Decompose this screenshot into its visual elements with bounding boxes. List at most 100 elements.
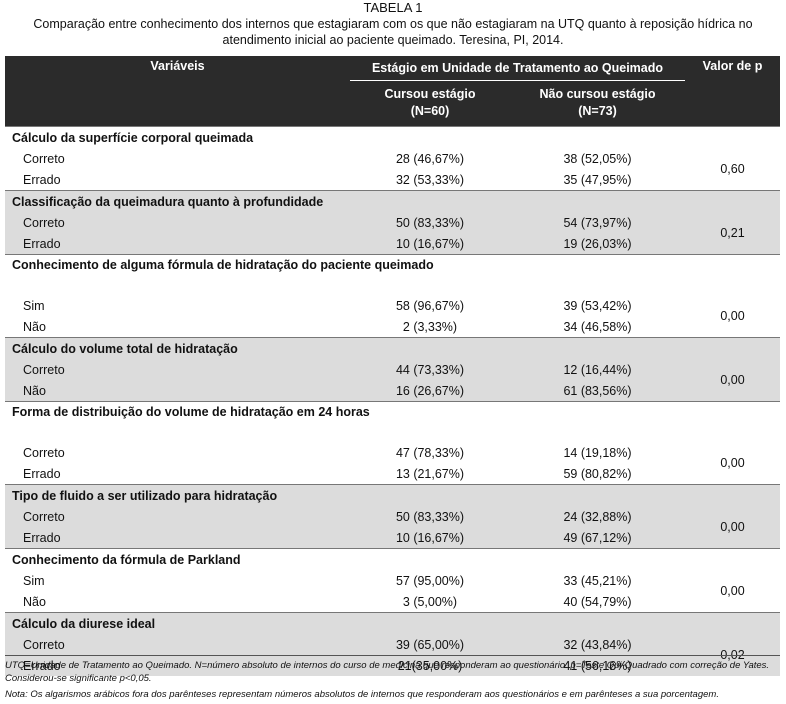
section-row: Classificação da queimadura quanto à pro… <box>5 190 780 212</box>
table-row: Correto 44 (73,33%) 12 (16,44%) 0,00 <box>5 359 780 402</box>
cell-nao-cursou: 61 (83,56%) <box>510 380 685 402</box>
row-label: Não <box>23 319 46 334</box>
row-label: Não <box>5 380 350 402</box>
header-col2-n: (N=73) <box>510 103 685 127</box>
cell-cursou: 58 (96,67%) <box>395 298 465 313</box>
table-row: Correto 28 (46,67%) 38 (52,05%) 0,60 <box>5 148 780 177</box>
cell-nao-cursou: 14 (19,18%) <box>563 445 632 460</box>
row-label: Errado <box>5 655 350 676</box>
header-pvalue-text: Valor de p <box>702 59 763 73</box>
section-title: Cálculo da superfície corporal queimada <box>5 126 780 148</box>
section-title: Cálculo do volume total de hidratação <box>5 337 780 359</box>
cell-nao-cursou: 49 (67,12%) <box>510 527 685 549</box>
cell-pvalue: 0,21 <box>685 212 780 255</box>
cell-nao-cursou: 54 (73,97%) <box>510 212 685 233</box>
section-title: Classificação da queimadura quanto à pro… <box>5 190 780 212</box>
header-col1: Cursou estágio <box>350 80 510 103</box>
table-row: Errado 10 (16,67%) 49 (67,12%) <box>5 527 780 549</box>
table-row: Correto 50 (83,33%) 24 (32,88%) 0,00 <box>5 506 780 549</box>
cell-cursou: 2 (3,33%) <box>402 319 458 334</box>
section-title: Tipo de fluido a ser utilizado para hidr… <box>5 484 780 506</box>
table-row: Sim 58 (96,67%) 39 (53,42%) 0,00 <box>5 295 780 324</box>
row-label: Sim <box>23 573 45 588</box>
cell-cursou: 10 (16,67%) <box>350 233 510 255</box>
section-row: Cálculo da superfície corporal queimada <box>5 126 780 148</box>
section-row: Cálculo do volume total de hidratação <box>5 337 780 359</box>
table-caption: TABELA 1 Comparação entre conhecimento d… <box>0 0 786 48</box>
section-title: Conhecimento da fórmula de Parkland <box>5 548 780 570</box>
cell-pvalue: 0,60 <box>720 162 745 176</box>
footnote-abbreviations: UTQ=Unidade de Tratamento ao Queimado. N… <box>5 660 770 684</box>
section-title: Conhecimento de alguma fórmula de hidrat… <box>5 254 780 295</box>
header-col2: Não cursou estágio <box>510 80 685 103</box>
cell-nao-cursou: 19 (26,03%) <box>510 233 685 255</box>
cell-pvalue: 0,00 <box>685 506 780 549</box>
row-label: Correto <box>5 212 350 233</box>
table-label: TABELA 1 <box>363 0 423 15</box>
section-row: Forma de distribuição do volume de hidra… <box>5 401 780 442</box>
cell-nao-cursou: 59 (80,82%) <box>563 466 632 481</box>
cell-nao-cursou: 12 (16,44%) <box>510 359 685 380</box>
table-row: Não 2 (3,33%) 34 (46,58%) <box>5 316 780 338</box>
table-row: Errado 10 (16,67%) 19 (26,03%) <box>5 233 780 255</box>
header-col1-n: (N=60) <box>350 103 510 127</box>
cell-nao-cursou: 40 (54,79%) <box>563 594 632 609</box>
table-title: Comparação entre conhecimento dos intern… <box>33 17 753 47</box>
cell-nao-cursou: 35 (47,95%) <box>563 172 632 187</box>
cell-nao-cursou: 34 (46,58%) <box>563 319 632 334</box>
cell-cursou: 47 (78,33%) <box>395 445 465 460</box>
section-title: Forma de distribuição do volume de hidra… <box>5 401 780 442</box>
cell-pvalue: 0,00 <box>720 456 745 470</box>
cell-pvalue: 0,00 <box>720 309 745 323</box>
row-label: Não <box>23 594 46 609</box>
cell-cursou: 50 (83,33%) <box>350 212 510 233</box>
row-label: Errado <box>23 172 61 187</box>
table-body: Cálculo da superfície corporal queimada C… <box>5 126 780 676</box>
table-row: Errado 21(35,00%) 41 (56,16%) <box>5 655 780 676</box>
cell-pvalue: 0,00 <box>720 584 745 598</box>
table-row: Errado 13 (21,67%) 59 (80,82%) <box>5 463 780 485</box>
cell-cursou: 57 (95,00%) <box>395 573 465 588</box>
cell-nao-cursou: 41 (56,16%) <box>510 655 685 676</box>
table-row: Não 16 (26,67%) 61 (83,56%) <box>5 380 780 402</box>
row-label: Errado <box>5 233 350 255</box>
header-variables: Variáveis <box>5 56 350 127</box>
cell-cursou: 3 (5,00%) <box>402 594 458 609</box>
section-row: Cálculo da diurese ideal <box>5 612 780 634</box>
table-row: Correto 39 (65,00%) 32 (43,84%) 0,02 <box>5 634 780 676</box>
cell-nao-cursou: 38 (52,05%) <box>563 151 632 166</box>
cell-pvalue: 0,00 <box>685 359 780 402</box>
header-pvalue: Valor de p <box>685 56 780 127</box>
header-group: Estágio em Unidade de Tratamento ao Quei… <box>350 56 685 81</box>
cell-cursou: 50 (83,33%) <box>350 506 510 527</box>
cell-nao-cursou: 39 (53,42%) <box>563 298 632 313</box>
section-title: Cálculo da diurese ideal <box>5 612 780 634</box>
row-label: Errado <box>23 466 61 481</box>
section-row: Tipo de fluido a ser utilizado para hidr… <box>5 484 780 506</box>
cell-nao-cursou: 32 (43,84%) <box>510 634 685 655</box>
cell-cursou: 32 (53,33%) <box>395 172 465 187</box>
table-bottom-rule <box>5 655 780 656</box>
section-row: Conhecimento da fórmula de Parkland <box>5 548 780 570</box>
section-row: Conhecimento de alguma fórmula de hidrat… <box>5 254 780 295</box>
cell-cursou: 13 (21,67%) <box>395 466 465 481</box>
cell-cursou: 44 (73,33%) <box>350 359 510 380</box>
cell-nao-cursou: 33 (45,21%) <box>563 573 632 588</box>
table-row: Não 3 (5,00%) 40 (54,79%) <box>5 591 780 613</box>
table-row: Correto 50 (83,33%) 54 (73,97%) 0,21 <box>5 212 780 255</box>
results-table: Variáveis Estágio em Unidade de Tratamen… <box>5 56 780 676</box>
table-row: Errado 32 (53,33%) 35 (47,95%) <box>5 169 780 191</box>
cell-cursou: 21(35,00%) <box>350 655 510 676</box>
cell-cursou: 39 (65,00%) <box>350 634 510 655</box>
row-label: Correto <box>23 151 65 166</box>
table-header: Variáveis Estágio em Unidade de Tratamen… <box>5 56 780 127</box>
footnote-note: Nota: Os algarismos arábicos fora dos pa… <box>5 689 719 700</box>
row-label: Sim <box>23 298 45 313</box>
row-label: Correto <box>5 506 350 527</box>
table-row: Sim 57 (95,00%) 33 (45,21%) 0,00 <box>5 570 780 599</box>
cell-nao-cursou: 24 (32,88%) <box>510 506 685 527</box>
row-label: Correto <box>5 359 350 380</box>
cell-cursou: 16 (26,67%) <box>350 380 510 402</box>
cell-cursou: 28 (46,67%) <box>395 151 465 166</box>
row-label: Correto <box>23 445 65 460</box>
